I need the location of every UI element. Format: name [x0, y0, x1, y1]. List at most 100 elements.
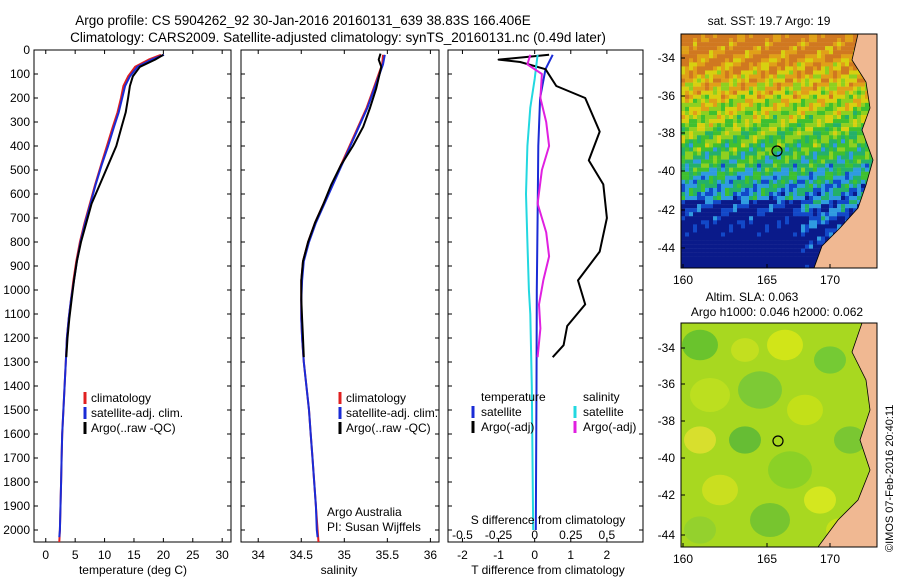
sst-cell	[757, 224, 762, 229]
sst-cell	[685, 224, 690, 229]
sst-cell	[697, 78, 702, 83]
sst-cell	[785, 62, 790, 67]
sst-cell	[701, 66, 706, 71]
sst-cell	[821, 179, 826, 185]
sst-cell	[789, 94, 794, 99]
sst-cell	[737, 94, 742, 99]
sst-cell	[733, 208, 738, 213]
sst-cell	[845, 42, 850, 47]
sst-cell	[829, 123, 834, 128]
sst-cell	[765, 216, 770, 221]
sst-cell	[785, 127, 790, 132]
sst-cell	[801, 179, 806, 185]
sst-cell	[721, 34, 726, 39]
sst-cell	[833, 208, 838, 213]
sst-cell	[769, 256, 774, 261]
sst-cell	[781, 224, 786, 229]
sst-cell	[861, 110, 866, 116]
sst-cell	[717, 200, 722, 205]
legend-entry: satellite	[481, 405, 522, 419]
depth-tick-label: 400	[10, 139, 30, 153]
sst-cell	[681, 94, 686, 99]
sst-cell	[761, 102, 766, 108]
sst-cell	[685, 248, 690, 253]
sst-cell	[805, 38, 810, 43]
sst-cell	[693, 123, 698, 128]
sst-cell	[701, 159, 706, 164]
sla-blob	[750, 503, 790, 537]
sst-cell	[777, 236, 782, 241]
sst-cell	[749, 236, 754, 241]
sst-cell	[821, 220, 826, 225]
sst-cell	[741, 151, 746, 156]
sst-cell	[777, 78, 782, 83]
sst-cell	[785, 147, 790, 152]
sst-cell	[813, 38, 818, 43]
sst-cell	[697, 191, 702, 197]
sst-cell	[805, 58, 810, 63]
sst-cell	[709, 252, 714, 257]
sst-cell	[745, 244, 750, 249]
sst-cell	[849, 159, 854, 164]
sst-cell	[709, 159, 714, 164]
sst-cell	[765, 151, 770, 156]
sst-cell	[689, 196, 694, 201]
sst-cell	[785, 264, 790, 268]
sst-cell	[729, 50, 734, 55]
sst-cell	[801, 98, 806, 104]
sst-cell	[705, 123, 710, 128]
sst-cell	[741, 224, 746, 229]
sst-cell	[721, 42, 726, 47]
sst-cell	[821, 123, 826, 128]
sst-cell	[737, 115, 742, 120]
sst-cell	[853, 155, 858, 160]
sst-cell	[729, 139, 734, 144]
sst-cell	[785, 240, 790, 245]
sst-cell	[681, 62, 686, 67]
sst-cell	[689, 70, 694, 75]
sst-cell	[701, 102, 706, 108]
sst-cell	[713, 240, 718, 245]
sst-cell	[741, 171, 746, 176]
sst-cell	[705, 98, 710, 104]
sst-cell	[725, 155, 730, 160]
sst-cell	[833, 62, 838, 67]
sst-cell	[765, 102, 770, 108]
sst-cell	[769, 224, 774, 229]
sst-cell	[853, 196, 858, 201]
sst-cell	[705, 127, 710, 132]
legend-heading-salinity: salinity	[583, 390, 620, 404]
sst-cell	[849, 34, 854, 39]
sst-cell	[749, 208, 754, 213]
sst-cell	[809, 115, 814, 120]
sst-cell	[773, 94, 778, 99]
sst-cell	[801, 94, 806, 99]
sst-cell	[765, 110, 770, 116]
sst-cell	[789, 171, 794, 176]
sst-cell	[717, 135, 722, 140]
sst-cell	[777, 216, 782, 221]
sst-cell	[745, 228, 750, 233]
sst-cell	[829, 50, 834, 55]
sst-cell	[781, 179, 786, 185]
sst-cell	[685, 208, 690, 213]
sst-cell	[781, 70, 786, 75]
sst-cell	[841, 34, 846, 39]
sst-cell	[825, 220, 830, 225]
sst-cell	[737, 66, 742, 71]
sst-cell	[769, 86, 774, 91]
sst-cell	[701, 123, 706, 128]
sst-cell	[773, 38, 778, 43]
sst-cell	[725, 248, 730, 253]
sst-cell	[741, 196, 746, 201]
sst-cell	[693, 78, 698, 83]
sst-cell	[777, 175, 782, 180]
depth-tick-label: 0	[23, 43, 30, 57]
sst-cell	[689, 66, 694, 71]
sst-cell	[721, 240, 726, 245]
sst-cell	[685, 264, 690, 268]
sst-cell	[797, 187, 802, 193]
sst-cell	[805, 191, 810, 197]
sst-cell	[809, 200, 814, 205]
sst-cell	[845, 204, 850, 209]
